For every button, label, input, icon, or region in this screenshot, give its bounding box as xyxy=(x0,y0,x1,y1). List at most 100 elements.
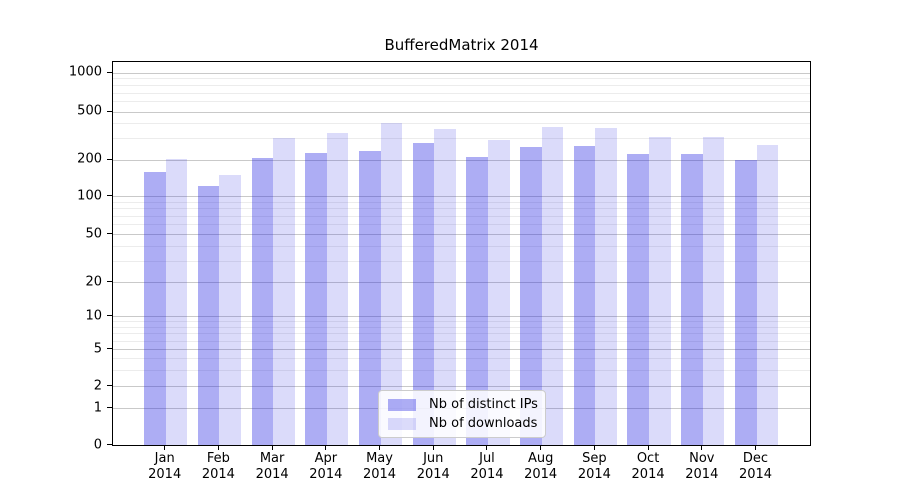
gridline-minor xyxy=(113,369,810,371)
bar-distinct-ips-may xyxy=(358,151,381,445)
x-tick-label: Apr 2014 xyxy=(294,451,358,483)
bar-distinct-ips-mar xyxy=(251,157,274,445)
gridline-minor xyxy=(113,333,810,335)
x-label-year: 2014 xyxy=(416,467,450,482)
x-tick-label: May 2014 xyxy=(348,451,412,483)
y-tick-mark xyxy=(107,385,112,386)
legend-label-distinct-ips: Nb of distinct IPs xyxy=(429,396,538,412)
y-tick-label: 1000 xyxy=(68,64,102,80)
gridline-minor xyxy=(113,326,810,328)
x-tick-mark xyxy=(486,446,488,450)
x-label-month: Jan xyxy=(154,451,175,466)
gridline-minor xyxy=(113,321,810,323)
x-label-year: 2014 xyxy=(362,467,397,482)
bar-downloads-oct xyxy=(649,137,671,445)
bar-distinct-ips-jun xyxy=(412,142,435,445)
bar-downloads-feb xyxy=(219,175,241,445)
x-tick-mark xyxy=(164,446,166,450)
gridline-minor xyxy=(113,208,810,210)
x-label-month: Feb xyxy=(206,451,230,466)
bar-downloads-aug xyxy=(541,126,564,445)
bar-downloads-jan xyxy=(165,158,188,445)
legend-swatch-distinct-ips xyxy=(388,398,416,411)
gridline-minor xyxy=(113,78,810,80)
x-label-month: Sep xyxy=(582,451,607,466)
x-tick-label: Aug 2014 xyxy=(509,451,573,483)
bar-distinct-ips-aug xyxy=(520,147,542,445)
y-tick-label: 10 xyxy=(85,308,102,323)
x-tick-label: Jan 2014 xyxy=(133,451,197,483)
gridline-minor xyxy=(113,245,810,247)
gridline-minor xyxy=(113,358,810,360)
x-tick-label: Feb 2014 xyxy=(186,451,250,483)
y-tick-mark xyxy=(107,195,112,196)
x-tick-label: Dec 2014 xyxy=(724,451,788,483)
gridline-major xyxy=(113,159,810,161)
bar-distinct-ips-jul xyxy=(466,157,488,445)
gridline-minor xyxy=(113,224,810,225)
y-tick-mark xyxy=(107,444,112,445)
x-tick-label: Mar 2014 xyxy=(240,451,304,483)
gridline-minor xyxy=(113,340,810,342)
bar-distinct-ips-nov xyxy=(681,154,703,445)
gridline-major xyxy=(113,282,810,284)
x-label-year: 2014 xyxy=(309,467,343,482)
bar-downloads-apr xyxy=(326,132,349,445)
legend-label-downloads: Nb of downloads xyxy=(429,415,538,431)
x-tick-mark xyxy=(593,446,595,450)
x-label-year: 2014 xyxy=(631,467,665,482)
legend-item-distinct-ips: Nb of distinct IPs xyxy=(388,396,538,412)
gridline-major xyxy=(113,72,810,74)
bar-distinct-ips-sep xyxy=(573,146,596,445)
x-label-year: 2014 xyxy=(201,467,235,482)
x-label-month: Oct xyxy=(636,451,660,466)
x-label-month: Mar xyxy=(259,451,285,466)
legend-item-downloads: Nb of downloads xyxy=(388,415,538,431)
x-label-year: 2014 xyxy=(148,467,182,482)
x-label-month: Jul xyxy=(479,451,495,466)
y-tick-label: 1 xyxy=(93,400,102,415)
plot-area: Nb of distinct IPs Nb of downloads xyxy=(112,61,811,446)
y-tick-mark xyxy=(107,110,112,112)
gridline-minor xyxy=(113,138,810,140)
x-label-month: Jun xyxy=(423,451,444,466)
x-tick-label: Sep 2014 xyxy=(562,451,626,483)
x-tick-mark xyxy=(379,446,381,450)
y-tick-mark xyxy=(107,407,112,408)
x-label-year: 2014 xyxy=(255,467,289,482)
y-tick-label: 2 xyxy=(93,378,102,393)
y-tick-label: 20 xyxy=(85,274,102,290)
bar-distinct-ips-dec xyxy=(734,160,757,445)
gridline-minor xyxy=(113,85,810,87)
y-tick-label: 100 xyxy=(77,188,102,203)
x-label-month: Aug xyxy=(527,451,554,466)
y-tick-mark xyxy=(107,158,112,160)
x-tick-mark xyxy=(701,446,703,450)
x-label-month: Nov xyxy=(689,451,715,466)
y-tick-mark xyxy=(107,348,112,350)
gridline-major xyxy=(113,386,810,387)
y-tick-mark xyxy=(107,233,112,234)
x-tick-mark xyxy=(540,446,542,450)
gridline-major xyxy=(113,111,810,113)
y-tick-label: 0 xyxy=(93,437,102,452)
bar-distinct-ips-feb xyxy=(197,186,220,445)
gridline-minor xyxy=(113,101,810,103)
y-tick-label: 50 xyxy=(85,226,102,241)
x-tick-label: Nov 2014 xyxy=(670,451,734,483)
bar-downloads-mar xyxy=(273,138,295,445)
bar-distinct-ips-oct xyxy=(627,154,650,445)
y-tick-label: 500 xyxy=(77,103,102,119)
gridline-minor xyxy=(113,92,810,94)
legend-swatch-downloads xyxy=(388,417,416,430)
bar-downloads-may xyxy=(380,122,403,445)
legend: Nb of distinct IPs Nb of downloads xyxy=(378,390,546,438)
x-label-year: 2014 xyxy=(685,467,719,482)
x-label-year: 2014 xyxy=(470,467,504,482)
bar-downloads-nov xyxy=(702,136,725,445)
x-tick-mark xyxy=(271,446,273,450)
y-tick-label: 5 xyxy=(93,341,102,357)
x-tick-mark xyxy=(432,446,434,450)
x-tick-label: Oct 2014 xyxy=(616,451,680,483)
